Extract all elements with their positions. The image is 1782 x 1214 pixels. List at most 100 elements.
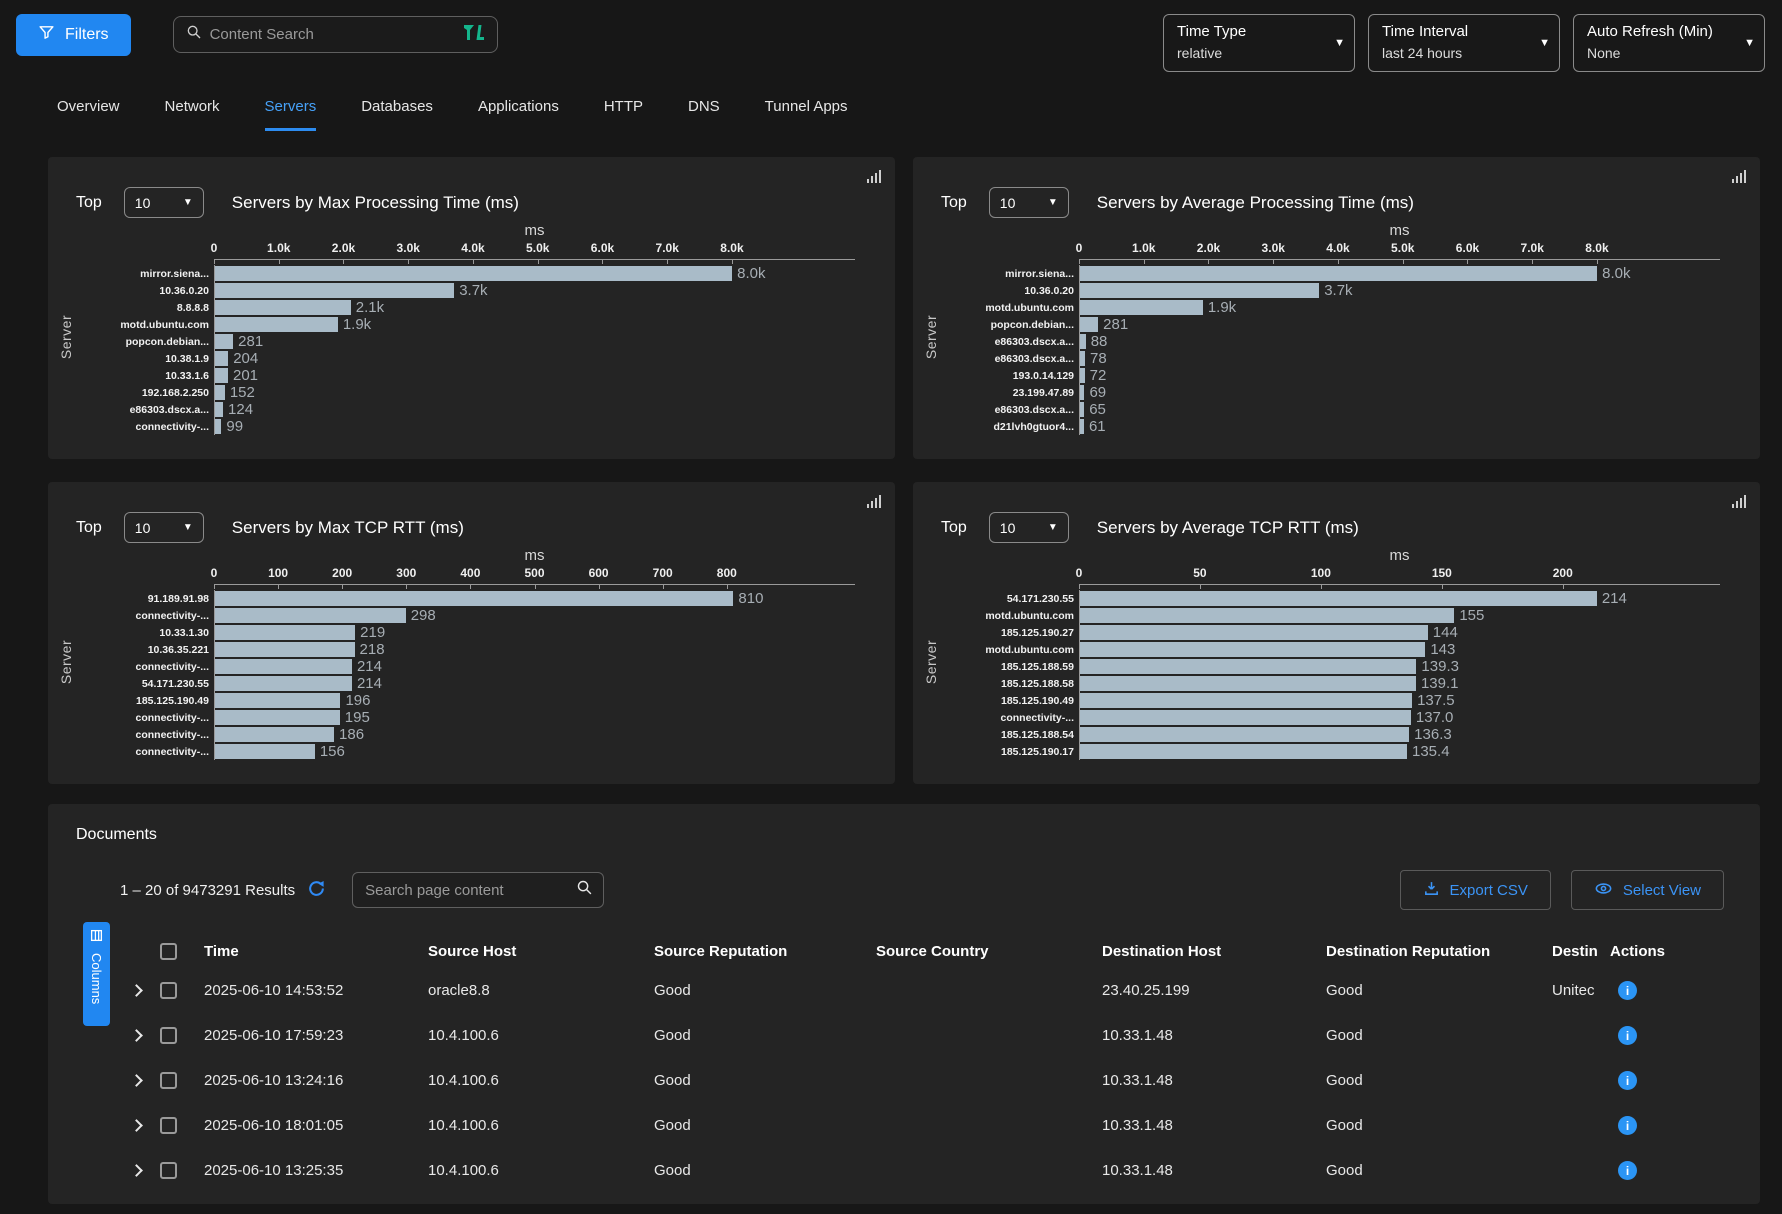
page-search[interactable] xyxy=(352,872,605,908)
bar[interactable] xyxy=(215,591,734,606)
row-checkbox[interactable] xyxy=(160,1072,177,1089)
bar[interactable] xyxy=(215,317,338,332)
bar[interactable] xyxy=(215,710,340,725)
bar[interactable] xyxy=(1080,402,1085,417)
content-search-input[interactable] xyxy=(209,26,463,43)
page-search-input[interactable] xyxy=(365,881,577,899)
bar[interactable] xyxy=(1080,659,1417,674)
bar[interactable] xyxy=(215,727,335,742)
chevron-right-icon[interactable] xyxy=(130,1074,143,1087)
bar[interactable] xyxy=(1080,608,1455,623)
row-checkbox[interactable] xyxy=(160,982,177,999)
bar[interactable] xyxy=(1080,727,1410,742)
bar[interactable] xyxy=(1080,300,1203,315)
axis-unit-label: ms xyxy=(1389,222,1410,239)
charts-grid: Top 10 ▼ Servers by Max Processing Time (ms… xyxy=(48,157,1782,784)
bar[interactable] xyxy=(1080,710,1411,725)
bar[interactable] xyxy=(1080,744,1407,759)
bar[interactable] xyxy=(215,334,234,349)
info-icon[interactable]: i xyxy=(1618,1071,1637,1090)
filters-button[interactable]: Filters xyxy=(16,14,131,56)
tab-databases[interactable]: Databases xyxy=(361,98,433,115)
row-checkbox[interactable] xyxy=(160,1162,177,1179)
columns-button[interactable]: Columns xyxy=(83,922,110,1026)
bar[interactable] xyxy=(1080,266,1598,281)
x-axis-tick-label: 5.0k xyxy=(526,241,550,255)
bar[interactable] xyxy=(1080,625,1428,640)
bar[interactable] xyxy=(1080,591,1597,606)
chevron-right-icon[interactable] xyxy=(130,1119,143,1132)
top-n-select[interactable]: 10 ▼ xyxy=(988,512,1069,543)
chart-title: Servers by Average TCP RTT (ms) xyxy=(1096,517,1359,537)
bar-track: 195 xyxy=(214,709,855,726)
bar[interactable] xyxy=(215,300,351,315)
chart-panel-avg-processing-time: Top 10 ▼ Servers by Average Processing Time… xyxy=(913,157,1760,459)
bar-row: mirror.siena... 8.0k xyxy=(64,265,875,282)
chevron-right-icon[interactable] xyxy=(130,1029,143,1042)
bar[interactable] xyxy=(1080,334,1086,349)
bar[interactable] xyxy=(215,608,406,623)
bar[interactable] xyxy=(1080,368,1085,383)
bar[interactable] xyxy=(215,642,355,657)
select-view-button[interactable]: Select View xyxy=(1570,870,1724,910)
bar[interactable] xyxy=(215,351,229,366)
tab-applications[interactable]: Applications xyxy=(477,98,559,115)
bar[interactable] xyxy=(1080,642,1426,657)
bar[interactable] xyxy=(215,676,352,691)
bar[interactable] xyxy=(215,266,733,281)
bar[interactable] xyxy=(1080,317,1099,332)
x-axis-tick-mark xyxy=(1441,584,1443,589)
bar[interactable] xyxy=(1080,693,1413,708)
expand-cell xyxy=(130,1162,160,1179)
x-axis-tick-mark xyxy=(278,584,280,589)
top-n-select[interactable]: 10 ▼ xyxy=(123,512,204,543)
bar[interactable] xyxy=(215,625,356,640)
time-interval-dropdown[interactable]: Time Interval last 24 hours ▼ xyxy=(1368,14,1560,72)
bar[interactable] xyxy=(1080,283,1320,298)
bar[interactable] xyxy=(215,283,455,298)
tab-http[interactable]: HTTP xyxy=(603,98,643,115)
bar[interactable] xyxy=(215,744,315,759)
bar[interactable] xyxy=(1080,419,1084,434)
tab-dns[interactable]: DNS xyxy=(688,98,720,115)
info-icon[interactable]: i xyxy=(1618,1116,1637,1135)
bar[interactable] xyxy=(1080,676,1416,691)
axis-unit-label: ms xyxy=(524,222,545,239)
tab-network[interactable]: Network xyxy=(164,98,220,115)
axis-unit-label: ms xyxy=(524,547,545,564)
content-search[interactable] xyxy=(172,16,498,53)
x-axis-tick-mark xyxy=(598,584,600,589)
bar-track: 1.9k xyxy=(214,316,855,333)
row-checkbox[interactable] xyxy=(160,1027,177,1044)
chevron-right-icon[interactable] xyxy=(130,984,143,997)
columns-button-label: Columns xyxy=(89,953,104,1005)
bar[interactable] xyxy=(215,419,222,434)
bar-category-label: mirror.siena... xyxy=(140,267,209,280)
bar[interactable] xyxy=(215,385,225,400)
top-n-select[interactable]: 10 ▼ xyxy=(988,187,1069,218)
info-icon[interactable]: i xyxy=(1618,981,1637,1000)
chevron-right-icon[interactable] xyxy=(130,1164,143,1177)
bar[interactable] xyxy=(1080,351,1086,366)
bar[interactable] xyxy=(215,402,224,417)
auto-refresh-label: Auto Refresh (Min) xyxy=(1587,23,1713,40)
tab-servers[interactable]: Servers xyxy=(264,98,317,131)
bar[interactable] xyxy=(215,368,228,383)
auto-refresh-dropdown[interactable]: Auto Refresh (Min) None ▼ xyxy=(1573,14,1765,72)
bar[interactable] xyxy=(215,693,341,708)
refresh-button[interactable] xyxy=(307,879,326,901)
bar[interactable] xyxy=(215,659,352,674)
chart-header: Top 10 ▼ Servers by Max TCP RTT (ms) xyxy=(64,512,875,543)
tab-tunnel-apps[interactable]: Tunnel Apps xyxy=(764,98,848,115)
bar[interactable] xyxy=(1080,385,1085,400)
select-all-checkbox[interactable] xyxy=(160,942,177,960)
time-type-dropdown[interactable]: Time Type relative ▼ xyxy=(1163,14,1355,72)
top-n-select[interactable]: 10 ▼ xyxy=(123,187,204,218)
export-csv-button[interactable]: Export CSV xyxy=(1399,870,1551,910)
funnel-icon xyxy=(38,24,55,46)
info-icon[interactable]: i xyxy=(1618,1161,1637,1180)
tab-overview[interactable]: Overview xyxy=(57,98,120,115)
info-icon[interactable]: i xyxy=(1618,1026,1637,1045)
row-checkbox[interactable] xyxy=(160,1117,177,1134)
column-header-destination-host: Destination Host xyxy=(1102,942,1222,960)
